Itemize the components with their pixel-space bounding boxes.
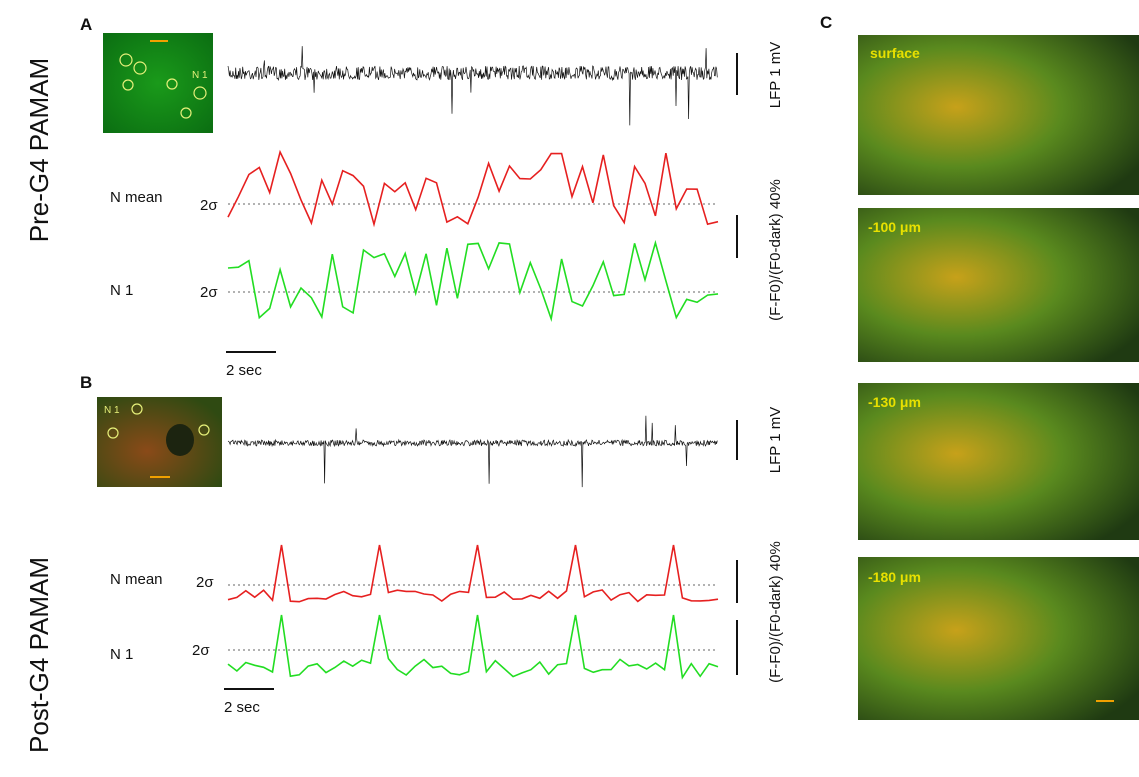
condition: Post-G4 PAMAM [24, 557, 54, 753]
time-scale: 2 sec [224, 699, 260, 716]
threshold: 2σ [200, 197, 218, 214]
time-scale: 2 sec [226, 362, 262, 379]
trace [228, 545, 718, 602]
lfp-scale: LFP 1 mV [767, 407, 784, 473]
image-label: N 1 [192, 70, 208, 81]
panel-label: B [80, 373, 92, 392]
trace [228, 416, 717, 487]
trace [228, 243, 718, 319]
trace [228, 152, 718, 224]
trace-label: N 1 [110, 282, 133, 299]
threshold: 2σ [200, 284, 218, 301]
condition: Pre-G4 PAMAM [24, 58, 54, 242]
trace [228, 46, 717, 125]
image-label: N 1 [104, 405, 120, 416]
df-scale: (F-F0)/(F0-dark) 40% [767, 179, 784, 321]
image [103, 33, 213, 133]
trace-label: N 1 [110, 646, 133, 663]
depth-label: -100 μm [868, 219, 921, 235]
depth-label: surface [870, 45, 920, 61]
figure: A B C Pre-G4 PAMAM Post-G4 PAMAM N 1 N 1… [0, 0, 1139, 772]
df-scale: (F-F0)/(F0-dark) 40% [767, 541, 784, 683]
trace-label: N mean [110, 571, 163, 588]
depth-label: -180 μm [868, 569, 921, 585]
lfp-scale: LFP 1 mV [767, 42, 784, 108]
panel-label: A [80, 15, 92, 34]
vessel [166, 424, 194, 456]
threshold: 2σ [192, 642, 210, 659]
trace-label: N mean [110, 189, 163, 206]
trace [228, 615, 718, 678]
threshold: 2σ [196, 574, 214, 591]
panel-label: C [820, 13, 832, 32]
depth-label: -130 μm [868, 394, 921, 410]
